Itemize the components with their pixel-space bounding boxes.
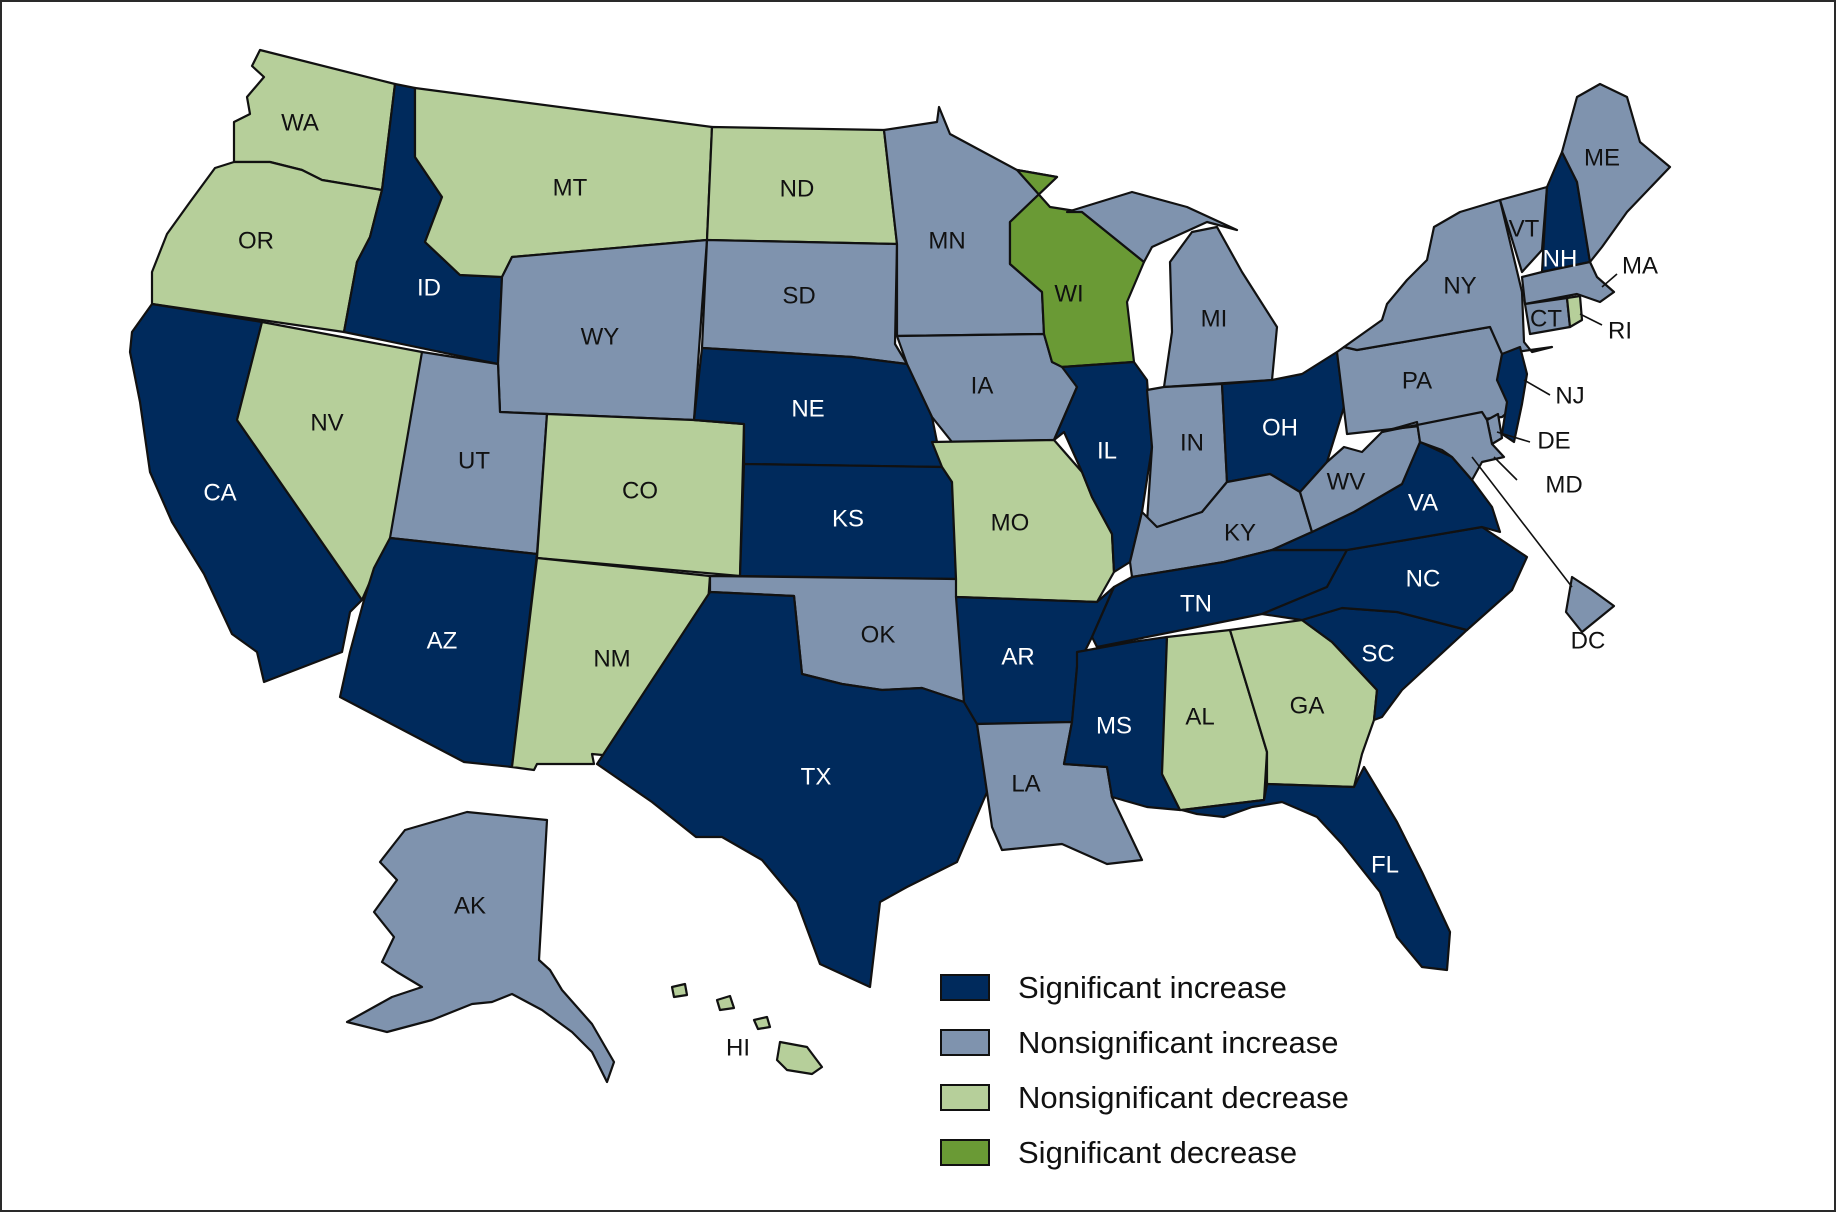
state-label-TN: TN — [1180, 590, 1212, 617]
state-NC — [1260, 525, 1529, 632]
state-label-AR: AR — [1001, 643, 1034, 670]
state-label-NE: NE — [791, 395, 824, 422]
state-label-ID: ID — [417, 274, 441, 301]
legend-label: Significant increase — [1018, 969, 1287, 1005]
state-label-MD: MD — [1545, 471, 1582, 498]
state-label-NV: NV — [310, 409, 343, 436]
state-label-TX: TX — [801, 763, 832, 790]
state-label-LA: LA — [1011, 770, 1040, 797]
state-label-RI: RI — [1608, 317, 1632, 344]
state-label-GA: GA — [1290, 692, 1325, 719]
legend-swatch — [940, 1029, 990, 1056]
state-label-CA: CA — [203, 479, 236, 506]
state-label-ND: ND — [780, 175, 815, 202]
state-label-FL: FL — [1371, 851, 1399, 878]
state-label-AK: AK — [454, 892, 486, 919]
state-DC — [1564, 575, 1616, 634]
state-label-VA: VA — [1408, 489, 1438, 516]
legend-item-sig-increase: Significant increase — [940, 960, 1349, 1015]
state-MI-UP — [1065, 190, 1239, 264]
state-label-MN: MN — [928, 227, 965, 254]
state-label-NM: NM — [593, 645, 630, 672]
legend-item-sig-decrease: Significant decrease — [940, 1125, 1349, 1180]
state-label-UT: UT — [458, 447, 490, 474]
state-label-NC: NC — [1406, 565, 1441, 592]
state-label-MT: MT — [553, 174, 588, 201]
leader-DC — [1471, 456, 1573, 588]
state-label-IN: IN — [1180, 429, 1204, 456]
state-labels: WA OR CA NV ID MT WY UT AZ CO NM ND SD NE KS OK TX MN IA MO… — [203, 109, 1658, 1061]
state-label-IL: IL — [1097, 437, 1117, 464]
map-legend: Significant increase Nonsignificant incre… — [940, 960, 1349, 1180]
state-label-HI: HI — [726, 1034, 750, 1061]
state-label-VT: VT — [1509, 215, 1540, 242]
state-label-KY: KY — [1224, 519, 1256, 546]
state-HI — [775, 1040, 824, 1076]
state-label-SC: SC — [1361, 640, 1394, 667]
state-label-MA: MA — [1622, 252, 1658, 279]
legend-item-nonsig-increase: Nonsignificant increase — [940, 1015, 1349, 1070]
state-MD — [1380, 410, 1506, 482]
state-HI-oahu — [715, 994, 736, 1012]
state-label-WI: WI — [1054, 280, 1083, 307]
legend-swatch — [940, 1084, 990, 1111]
legend-label: Significant decrease — [1018, 1134, 1298, 1170]
state-RI — [1565, 294, 1584, 329]
state-label-OH: OH — [1262, 414, 1298, 441]
state-MO — [930, 438, 1116, 604]
state-label-MS: MS — [1096, 712, 1132, 739]
state-label-OK: OK — [861, 621, 896, 648]
state-label-DC: DC — [1571, 627, 1606, 654]
state-label-DE: DE — [1537, 427, 1570, 454]
state-MI — [1162, 225, 1279, 389]
leader-lines — [1471, 273, 1618, 588]
state-HI-kauai — [670, 982, 689, 999]
state-AK — [345, 810, 616, 1084]
state-label-ME: ME — [1584, 144, 1620, 171]
state-label-NH: NH — [1543, 245, 1578, 272]
leader-MD — [1493, 456, 1518, 481]
state-NY — [1342, 198, 1554, 356]
state-label-AZ: AZ — [427, 627, 458, 654]
state-label-NJ: NJ — [1555, 382, 1584, 409]
leader-DE — [1496, 431, 1531, 443]
legend-swatch — [940, 1139, 990, 1166]
state-MS — [1062, 635, 1182, 812]
state-ME — [1560, 82, 1672, 264]
state-label-MO: MO — [991, 509, 1030, 536]
leader-NJ — [1523, 379, 1551, 396]
state-NJ — [1495, 345, 1529, 444]
legend-swatch — [940, 974, 990, 1001]
state-label-KS: KS — [832, 505, 864, 532]
state-label-AL: AL — [1185, 703, 1214, 730]
state-TX — [595, 590, 989, 989]
state-label-WY: WY — [581, 323, 620, 350]
state-label-SD: SD — [782, 282, 815, 309]
state-WI — [1008, 168, 1146, 369]
state-FL — [1180, 765, 1452, 972]
state-label-WA: WA — [281, 109, 319, 136]
leader-MA — [1601, 273, 1618, 288]
legend-label: Nonsignificant increase — [1018, 1024, 1339, 1060]
state-label-CT: CT — [1530, 305, 1562, 332]
state-label-MI: MI — [1201, 305, 1228, 332]
state-label-PA: PA — [1402, 367, 1432, 394]
leader-RI — [1579, 313, 1603, 326]
state-label-NY: NY — [1443, 272, 1476, 299]
state-VT — [1498, 185, 1549, 274]
legend-label: Nonsignificant decrease — [1018, 1079, 1349, 1115]
state-HI-maui — [752, 1015, 772, 1031]
state-label-OR: OR — [238, 227, 274, 254]
state-shapes — [128, 48, 1672, 1084]
state-label-CO: CO — [622, 477, 658, 504]
state-label-WV: WV — [1327, 468, 1366, 495]
legend-item-nonsig-decrease: Nonsignificant decrease — [940, 1070, 1349, 1125]
state-label-IA: IA — [971, 372, 994, 399]
